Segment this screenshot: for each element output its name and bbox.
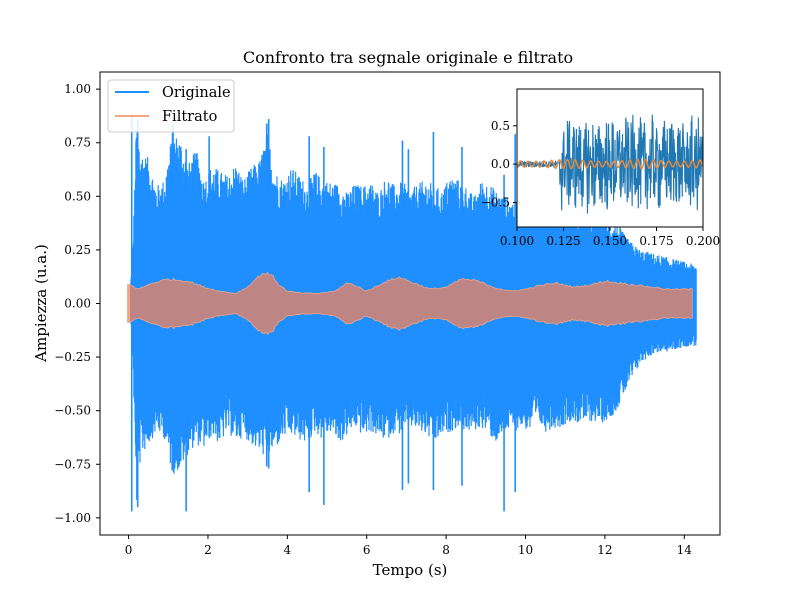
y-tick-label: 0.75: [64, 136, 91, 150]
main-plot-area: [127, 117, 697, 512]
y-tick-label: −1.00: [54, 511, 91, 525]
legend: Originale Filtrato: [107, 79, 235, 133]
y-tick-label: 0.50: [64, 189, 91, 203]
x-tick-label: 14: [677, 543, 693, 557]
x-tick-label: 12: [597, 543, 612, 557]
inset-x-tick-label: 0.100: [500, 234, 534, 248]
inset-x-axis-ticks: 0.100 0.125 0.150 0.175 0.200: [500, 227, 720, 248]
inset-y-tick-label: 0.5: [491, 119, 510, 133]
x-tick-label: 0: [125, 543, 133, 557]
inset-y-tick-label: −0.5: [481, 195, 510, 209]
y-tick-label: −0.25: [54, 350, 91, 364]
x-tick-label: 4: [284, 543, 292, 557]
inset-y-tick-label: 0.0: [491, 157, 510, 171]
x-tick-label: 6: [363, 543, 371, 557]
inset-x-tick-label: 0.200: [686, 234, 720, 248]
inset-filtrato-line: [517, 158, 703, 170]
y-tick-label: 0.00: [64, 297, 91, 311]
legend-label-filtrato: Filtrato: [162, 109, 217, 125]
inset-y-axis-ticks: −0.5 0.0 0.5: [481, 119, 517, 209]
y-tick-label: −0.50: [54, 404, 91, 418]
series-filtrato: [127, 271, 693, 336]
x-tick-label: 8: [442, 543, 450, 557]
inset-originale-line: [517, 114, 703, 214]
y-tick-label: −0.75: [54, 457, 91, 471]
x-tick-label: 2: [204, 543, 212, 557]
y-tick-label: 0.25: [64, 243, 91, 257]
inset-plot-area: [517, 114, 703, 214]
chart-title: Confronto tra segnale originale e filtra…: [243, 48, 573, 67]
inset-x-tick-label: 0.150: [593, 234, 627, 248]
y-tick-label: 1.00: [64, 82, 91, 96]
x-axis-ticks: 0 2 4 6 8 10 12 14: [125, 535, 693, 557]
inset-x-tick-label: 0.125: [546, 234, 580, 248]
x-axis-label: Tempo (s): [373, 561, 448, 579]
x-tick-label: 10: [518, 543, 533, 557]
filtrato-onset: [127, 284, 131, 323]
legend-label-originale: Originale: [162, 85, 231, 101]
inset-x-tick-label: 0.175: [639, 234, 673, 248]
filtrato-band: [128, 271, 693, 336]
inset-chart: 0.100 0.125 0.150 0.175 0.200 −0.5 0.0 0.5: [481, 88, 720, 248]
y-axis-label: Ampiezza (u.a.): [32, 244, 50, 363]
y-axis-ticks: −1.00 −0.75 −0.50 −0.25 0.00 0.25 0.50 0.75 1.00: [54, 82, 100, 525]
